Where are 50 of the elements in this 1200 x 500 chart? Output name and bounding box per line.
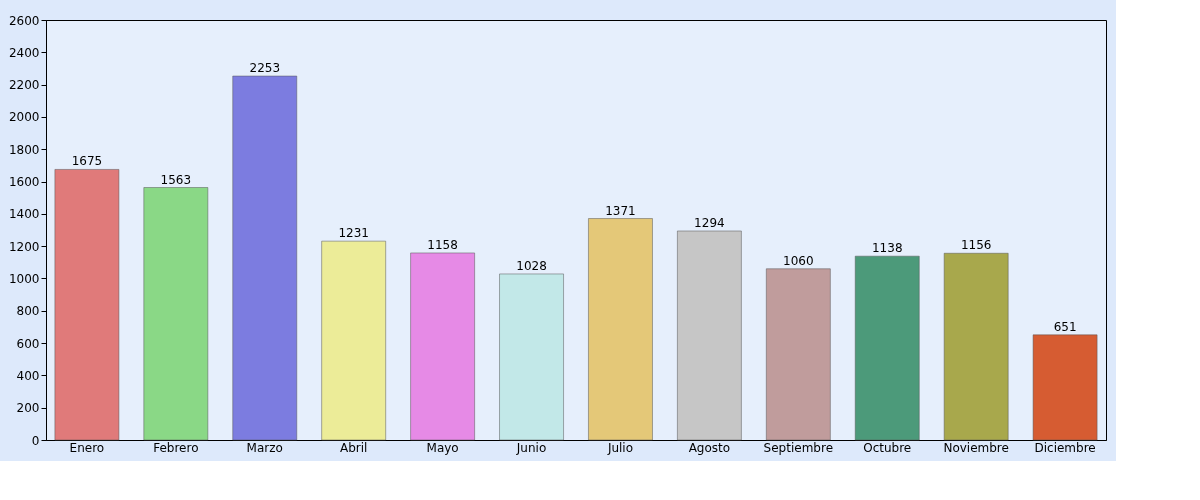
data-label: 1060 bbox=[783, 253, 814, 268]
bar bbox=[321, 240, 386, 441]
y-tick-label: 2000 bbox=[8, 110, 40, 125]
x-tick-label: Enero bbox=[69, 440, 105, 455]
x-tick-label: Julio bbox=[606, 440, 634, 455]
bar bbox=[588, 218, 653, 441]
x-tick-label: Noviembre bbox=[943, 440, 1009, 455]
y-tick-label: 0 bbox=[31, 433, 40, 448]
x-tick-label: Junio bbox=[515, 440, 547, 455]
y-tick-label: 1200 bbox=[8, 239, 40, 254]
data-label: 1028 bbox=[516, 258, 547, 273]
data-label: 651 bbox=[1053, 319, 1077, 334]
data-label: 1231 bbox=[338, 226, 369, 241]
x-tick-label: Diciembre bbox=[1034, 440, 1096, 455]
data-label: 1138 bbox=[871, 241, 903, 256]
y-tick-label: 2200 bbox=[8, 78, 40, 93]
bar bbox=[1032, 334, 1098, 441]
x-tick-label: Abril bbox=[339, 440, 368, 455]
x-tick-label: Mayo bbox=[426, 440, 459, 455]
bar bbox=[143, 187, 209, 441]
y-tick-label: 2400 bbox=[8, 45, 40, 60]
x-tick-label: Marzo bbox=[246, 440, 283, 455]
y-tick-label: 800 bbox=[16, 304, 40, 319]
y-tick-label: 600 bbox=[16, 336, 40, 351]
data-label: 1294 bbox=[694, 215, 725, 230]
bar bbox=[410, 252, 475, 441]
data-label: 2253 bbox=[249, 61, 281, 76]
y-tick-label: 200 bbox=[16, 401, 40, 416]
data-label: 1371 bbox=[605, 203, 636, 218]
data-label: 1156 bbox=[960, 238, 992, 253]
data-label: 1158 bbox=[427, 237, 458, 252]
bar bbox=[232, 75, 298, 441]
y-tick-label: 1800 bbox=[8, 142, 40, 157]
y-tick-label: 2600 bbox=[8, 13, 40, 28]
y-tick-label: 1600 bbox=[8, 175, 40, 190]
bar bbox=[499, 273, 564, 441]
bar bbox=[677, 230, 742, 441]
x-tick-label: Septiembre bbox=[763, 440, 834, 455]
data-label: 1563 bbox=[160, 172, 192, 187]
data-label: 1675 bbox=[71, 154, 103, 169]
x-tick-label: Octubre bbox=[863, 440, 912, 455]
y-tick-label: 1000 bbox=[8, 271, 40, 286]
bar bbox=[943, 253, 1009, 441]
bar bbox=[854, 255, 920, 441]
y-tick-label: 1400 bbox=[8, 207, 40, 222]
x-tick-label: Febrero bbox=[153, 440, 199, 455]
bar bbox=[54, 169, 120, 441]
y-tick-label: 400 bbox=[16, 368, 40, 383]
x-tick-label: Agosto bbox=[688, 440, 731, 455]
bar bbox=[766, 268, 831, 441]
